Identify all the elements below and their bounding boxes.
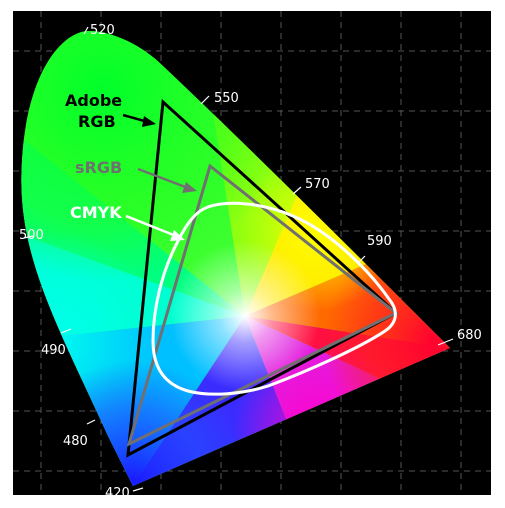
wavelength-ticks xyxy=(23,26,454,492)
spectral-locus-fill xyxy=(21,31,450,486)
cmyk-gamut-contour xyxy=(151,201,397,396)
adobe-rgb-gamut-triangle xyxy=(126,98,399,458)
wavelength-label-680: 680 xyxy=(457,328,482,343)
srgb-gamut-triangle xyxy=(126,163,399,447)
adobe-rgb-label-line2: RGB xyxy=(78,112,116,131)
wavelength-label-570: 570 xyxy=(305,177,330,192)
srgb-arrow xyxy=(137,167,197,193)
wavelength-label-490: 490 xyxy=(41,343,66,358)
wavelength-label-420: 420 xyxy=(105,486,130,495)
wavelength-label-480: 480 xyxy=(63,434,88,449)
srgb-label: sRGB xyxy=(75,158,122,177)
wavelength-label-550: 550 xyxy=(214,91,239,106)
chromaticity-diagram: 520 550 570 590 680 500 490 480 420 xyxy=(13,11,491,495)
cmyk-label: CMYK xyxy=(70,203,122,222)
chromaticity-panel: 520 550 570 590 680 500 490 480 420 xyxy=(13,11,491,495)
wavelength-label-500: 500 xyxy=(19,228,44,243)
cmyk-arrow xyxy=(125,214,185,241)
adobe-rgb-arrow xyxy=(122,113,156,127)
wavelength-label-590: 590 xyxy=(367,234,392,249)
wavelength-labels: 520 550 570 590 680 500 490 480 420 xyxy=(19,23,482,495)
wavelength-label-520: 520 xyxy=(90,23,115,38)
adobe-rgb-label-line1: Adobe xyxy=(65,91,122,110)
